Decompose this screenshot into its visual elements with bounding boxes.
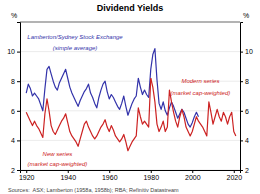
x-axis-tick-label: 1960 (102, 174, 118, 181)
y-axis-tick: 4 (11, 137, 20, 144)
y2-axis-tick: 4 (240, 137, 249, 144)
y-axis-tick: 8 (11, 78, 20, 85)
series-line (26, 49, 198, 127)
y2-axis-tick-mark (240, 81, 243, 82)
y2-axis-line (241, 23, 244, 171)
x-axis-tick: 1960 (102, 170, 118, 181)
y2-axis-tick: 2 (240, 167, 249, 174)
series-line (151, 78, 236, 136)
y-axis-tick: 6 (11, 108, 20, 115)
x-axis-tick-label: 2000 (185, 174, 201, 181)
x-axis-tick-label: 1980 (143, 174, 159, 181)
y2-axis-tick-mark (240, 52, 243, 53)
annotation: Modern series (181, 78, 219, 84)
x-axis-tick: 1920 (19, 170, 35, 181)
y-axis-tick-mark (17, 111, 20, 112)
x-axis-tick: 2000 (185, 170, 201, 181)
annotation: (market cap-weighted) (28, 161, 88, 167)
grid-line (20, 140, 240, 141)
x-axis-tick-mark (192, 170, 193, 173)
y-axis-tick-mark (17, 52, 20, 53)
x-axis-tick: 2020 (226, 170, 242, 181)
y-axis-tick: 10 (7, 48, 20, 55)
x-axis-tick-label: 1920 (19, 174, 35, 181)
x-axis-tick-label: 1940 (60, 174, 76, 181)
x-axis-tick-mark (109, 170, 110, 173)
annotation: (simple average) (53, 45, 98, 51)
x-axis-tick-mark (26, 170, 27, 173)
y2-axis-tick: 10 (240, 48, 253, 55)
x-axis-tick-mark (68, 170, 69, 173)
x-axis-tick-mark (151, 170, 152, 173)
y-axis-line (17, 23, 21, 171)
y2-axis-tick-label: 8 (245, 78, 249, 85)
x-axis: 1920 1940 1960 1980 2000 2020 (19, 170, 242, 181)
y-axis: 2 4 6 8 10 (7, 23, 20, 174)
y-axis-tick-mark (17, 140, 20, 141)
y-axis-tick-mark (17, 81, 20, 82)
y2-axis: 2 4 6 8 10 (240, 23, 253, 174)
series-line (26, 78, 151, 151)
y2-axis-label: % (243, 12, 249, 19)
y2-axis-tick: 8 (240, 78, 249, 85)
y2-axis-tick-mark (240, 140, 243, 141)
x-axis-tick-mark (234, 170, 235, 173)
y2-axis-tick-label: 4 (245, 137, 249, 144)
chart-title: Dividend Yields (97, 3, 164, 13)
y-axis-label: % (11, 12, 17, 19)
y2-axis-tick-mark (240, 170, 243, 171)
y2-axis-tick-label: 6 (245, 108, 249, 115)
annotation: Lamberton/Sydney Stock Exchange (27, 34, 123, 40)
x-axis-line (21, 171, 241, 174)
y-axis-tick-label: 6 (11, 108, 15, 115)
chart-svg: 192019401960198020002020246810246810Divi… (0, 0, 260, 194)
y-axis-tick-mark (17, 170, 20, 171)
x-axis-tick: 1940 (60, 170, 76, 181)
y2-axis-tick-label: 10 (245, 48, 253, 55)
annotation: (market cap-weighted) (171, 90, 231, 96)
y-axis-tick-label: 4 (11, 137, 15, 144)
frame-top (20, 22, 240, 23)
x-axis-tick-label: 2020 (226, 174, 242, 181)
lines (26, 49, 236, 151)
y2-axis-tick-label: 2 (245, 167, 249, 174)
y2-axis-tick: 6 (240, 108, 249, 115)
y-axis-tick-label: 10 (7, 48, 15, 55)
chart-container: 192019401960198020002020246810246810Divi… (0, 0, 260, 194)
annotation: New series (43, 151, 73, 157)
y-axis-tick-label: 8 (11, 78, 15, 85)
y2-axis-tick-mark (240, 111, 243, 112)
x-axis-tick: 1980 (143, 170, 159, 181)
y-axis-tick-label: 2 (11, 167, 15, 174)
sources: Sources: ASX; Lamberton (1958a, 1958b); … (8, 187, 179, 193)
y-axis-tick: 2 (11, 167, 20, 174)
